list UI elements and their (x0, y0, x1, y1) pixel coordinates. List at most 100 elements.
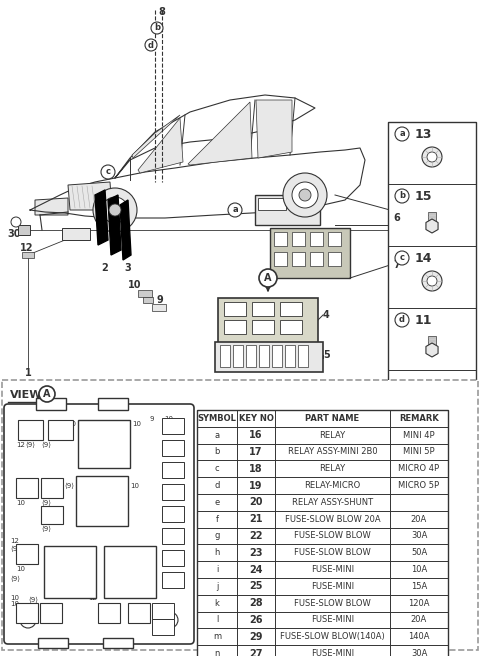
Text: FUSE-SLOW BLOW: FUSE-SLOW BLOW (294, 599, 371, 607)
Bar (218, 298, 318, 343)
Bar (298, 345, 308, 367)
Polygon shape (30, 148, 365, 218)
Circle shape (395, 189, 409, 203)
Text: 8: 8 (158, 7, 166, 17)
Circle shape (228, 203, 242, 217)
Text: a: a (215, 431, 219, 440)
Text: 3: 3 (49, 510, 55, 520)
Text: 50A: 50A (411, 548, 427, 558)
Bar (255, 195, 320, 225)
Polygon shape (188, 102, 252, 165)
Text: 10: 10 (67, 421, 76, 427)
Text: ⟨9⟩: ⟨9⟩ (28, 597, 38, 604)
Text: 16: 16 (249, 430, 263, 440)
Text: ⟨9⟩: ⟨9⟩ (64, 483, 74, 489)
Text: 4: 4 (323, 310, 330, 320)
Circle shape (422, 271, 442, 291)
Text: b: b (154, 24, 160, 33)
Text: 23: 23 (249, 548, 263, 558)
Text: d: d (399, 316, 405, 325)
Text: 30A: 30A (411, 649, 427, 656)
Text: MICRO 4P: MICRO 4P (398, 464, 440, 473)
Bar (292, 252, 305, 266)
Polygon shape (132, 115, 180, 158)
Bar (16, 603, 38, 623)
Bar (18, 420, 43, 440)
Text: FUSE-SLOW BLOW: FUSE-SLOW BLOW (294, 531, 371, 541)
Polygon shape (426, 343, 438, 357)
Bar (233, 345, 243, 367)
Text: 6: 6 (170, 575, 175, 584)
Text: ⟨9⟩: ⟨9⟩ (10, 546, 20, 552)
Text: ⟨9⟩: ⟨9⟩ (41, 442, 51, 448)
Text: FUSE-MINI: FUSE-MINI (311, 649, 354, 656)
Text: 1: 1 (126, 565, 134, 579)
Bar (152, 619, 174, 635)
Text: SYMBOL: SYMBOL (198, 414, 237, 423)
Polygon shape (426, 219, 438, 233)
Bar (16, 544, 38, 564)
Circle shape (102, 197, 128, 223)
Circle shape (109, 204, 121, 216)
Text: 10: 10 (16, 500, 25, 506)
Bar (224, 302, 246, 316)
Text: MICRO 5P: MICRO 5P (398, 481, 440, 490)
Text: ⟨9⟩: ⟨9⟩ (25, 442, 35, 448)
Text: 2: 2 (102, 263, 108, 273)
Text: 9: 9 (156, 295, 163, 305)
Bar (388, 122, 476, 432)
Text: 10: 10 (78, 425, 87, 431)
Bar (328, 232, 341, 246)
Polygon shape (62, 228, 90, 240)
Text: REMARK: REMARK (399, 414, 439, 423)
Bar (292, 232, 305, 246)
Text: 1: 1 (24, 368, 31, 378)
Text: 21: 21 (249, 514, 263, 524)
Bar (22, 252, 34, 258)
Text: KEY NO: KEY NO (239, 414, 274, 423)
Text: 120A: 120A (408, 599, 430, 607)
Text: ⟨9⟩: ⟨9⟩ (41, 526, 51, 532)
Bar (258, 198, 286, 210)
Text: 9: 9 (149, 416, 154, 422)
Bar (16, 478, 38, 498)
Text: a: a (399, 129, 405, 138)
Text: 14: 14 (134, 610, 144, 616)
Bar (41, 506, 63, 524)
Text: 3: 3 (27, 426, 33, 434)
Bar (143, 297, 153, 303)
Text: VIEW: VIEW (10, 390, 43, 400)
Text: 5: 5 (323, 350, 330, 360)
Text: n: n (214, 649, 220, 656)
Bar (197, 410, 448, 656)
Bar (162, 418, 184, 434)
Text: 1: 1 (97, 495, 107, 508)
Text: 15A: 15A (411, 582, 427, 591)
Bar (162, 506, 184, 522)
Text: b: b (214, 447, 220, 457)
Text: 11: 11 (414, 314, 432, 327)
Text: PART NAME: PART NAME (305, 414, 360, 423)
Circle shape (395, 127, 409, 141)
Text: RELAY-MICRO: RELAY-MICRO (304, 481, 360, 490)
Text: 10: 10 (10, 601, 19, 607)
Text: c: c (399, 253, 405, 262)
Text: 3: 3 (24, 550, 30, 558)
Bar (152, 603, 174, 619)
Text: 20: 20 (249, 497, 263, 507)
Bar (38, 638, 68, 648)
Text: FUSE-MINI: FUSE-MINI (311, 615, 354, 625)
Text: 7: 7 (170, 443, 175, 453)
Bar (2, 380, 478, 650)
Circle shape (20, 612, 36, 628)
Bar (162, 484, 184, 500)
Bar (220, 345, 230, 367)
Text: 12: 12 (16, 442, 25, 448)
Bar (290, 198, 318, 210)
Bar (272, 345, 282, 367)
Text: 20A: 20A (411, 615, 427, 625)
Bar (215, 342, 323, 372)
Text: m: m (213, 632, 221, 642)
Text: c: c (106, 167, 110, 176)
Polygon shape (18, 225, 30, 235)
